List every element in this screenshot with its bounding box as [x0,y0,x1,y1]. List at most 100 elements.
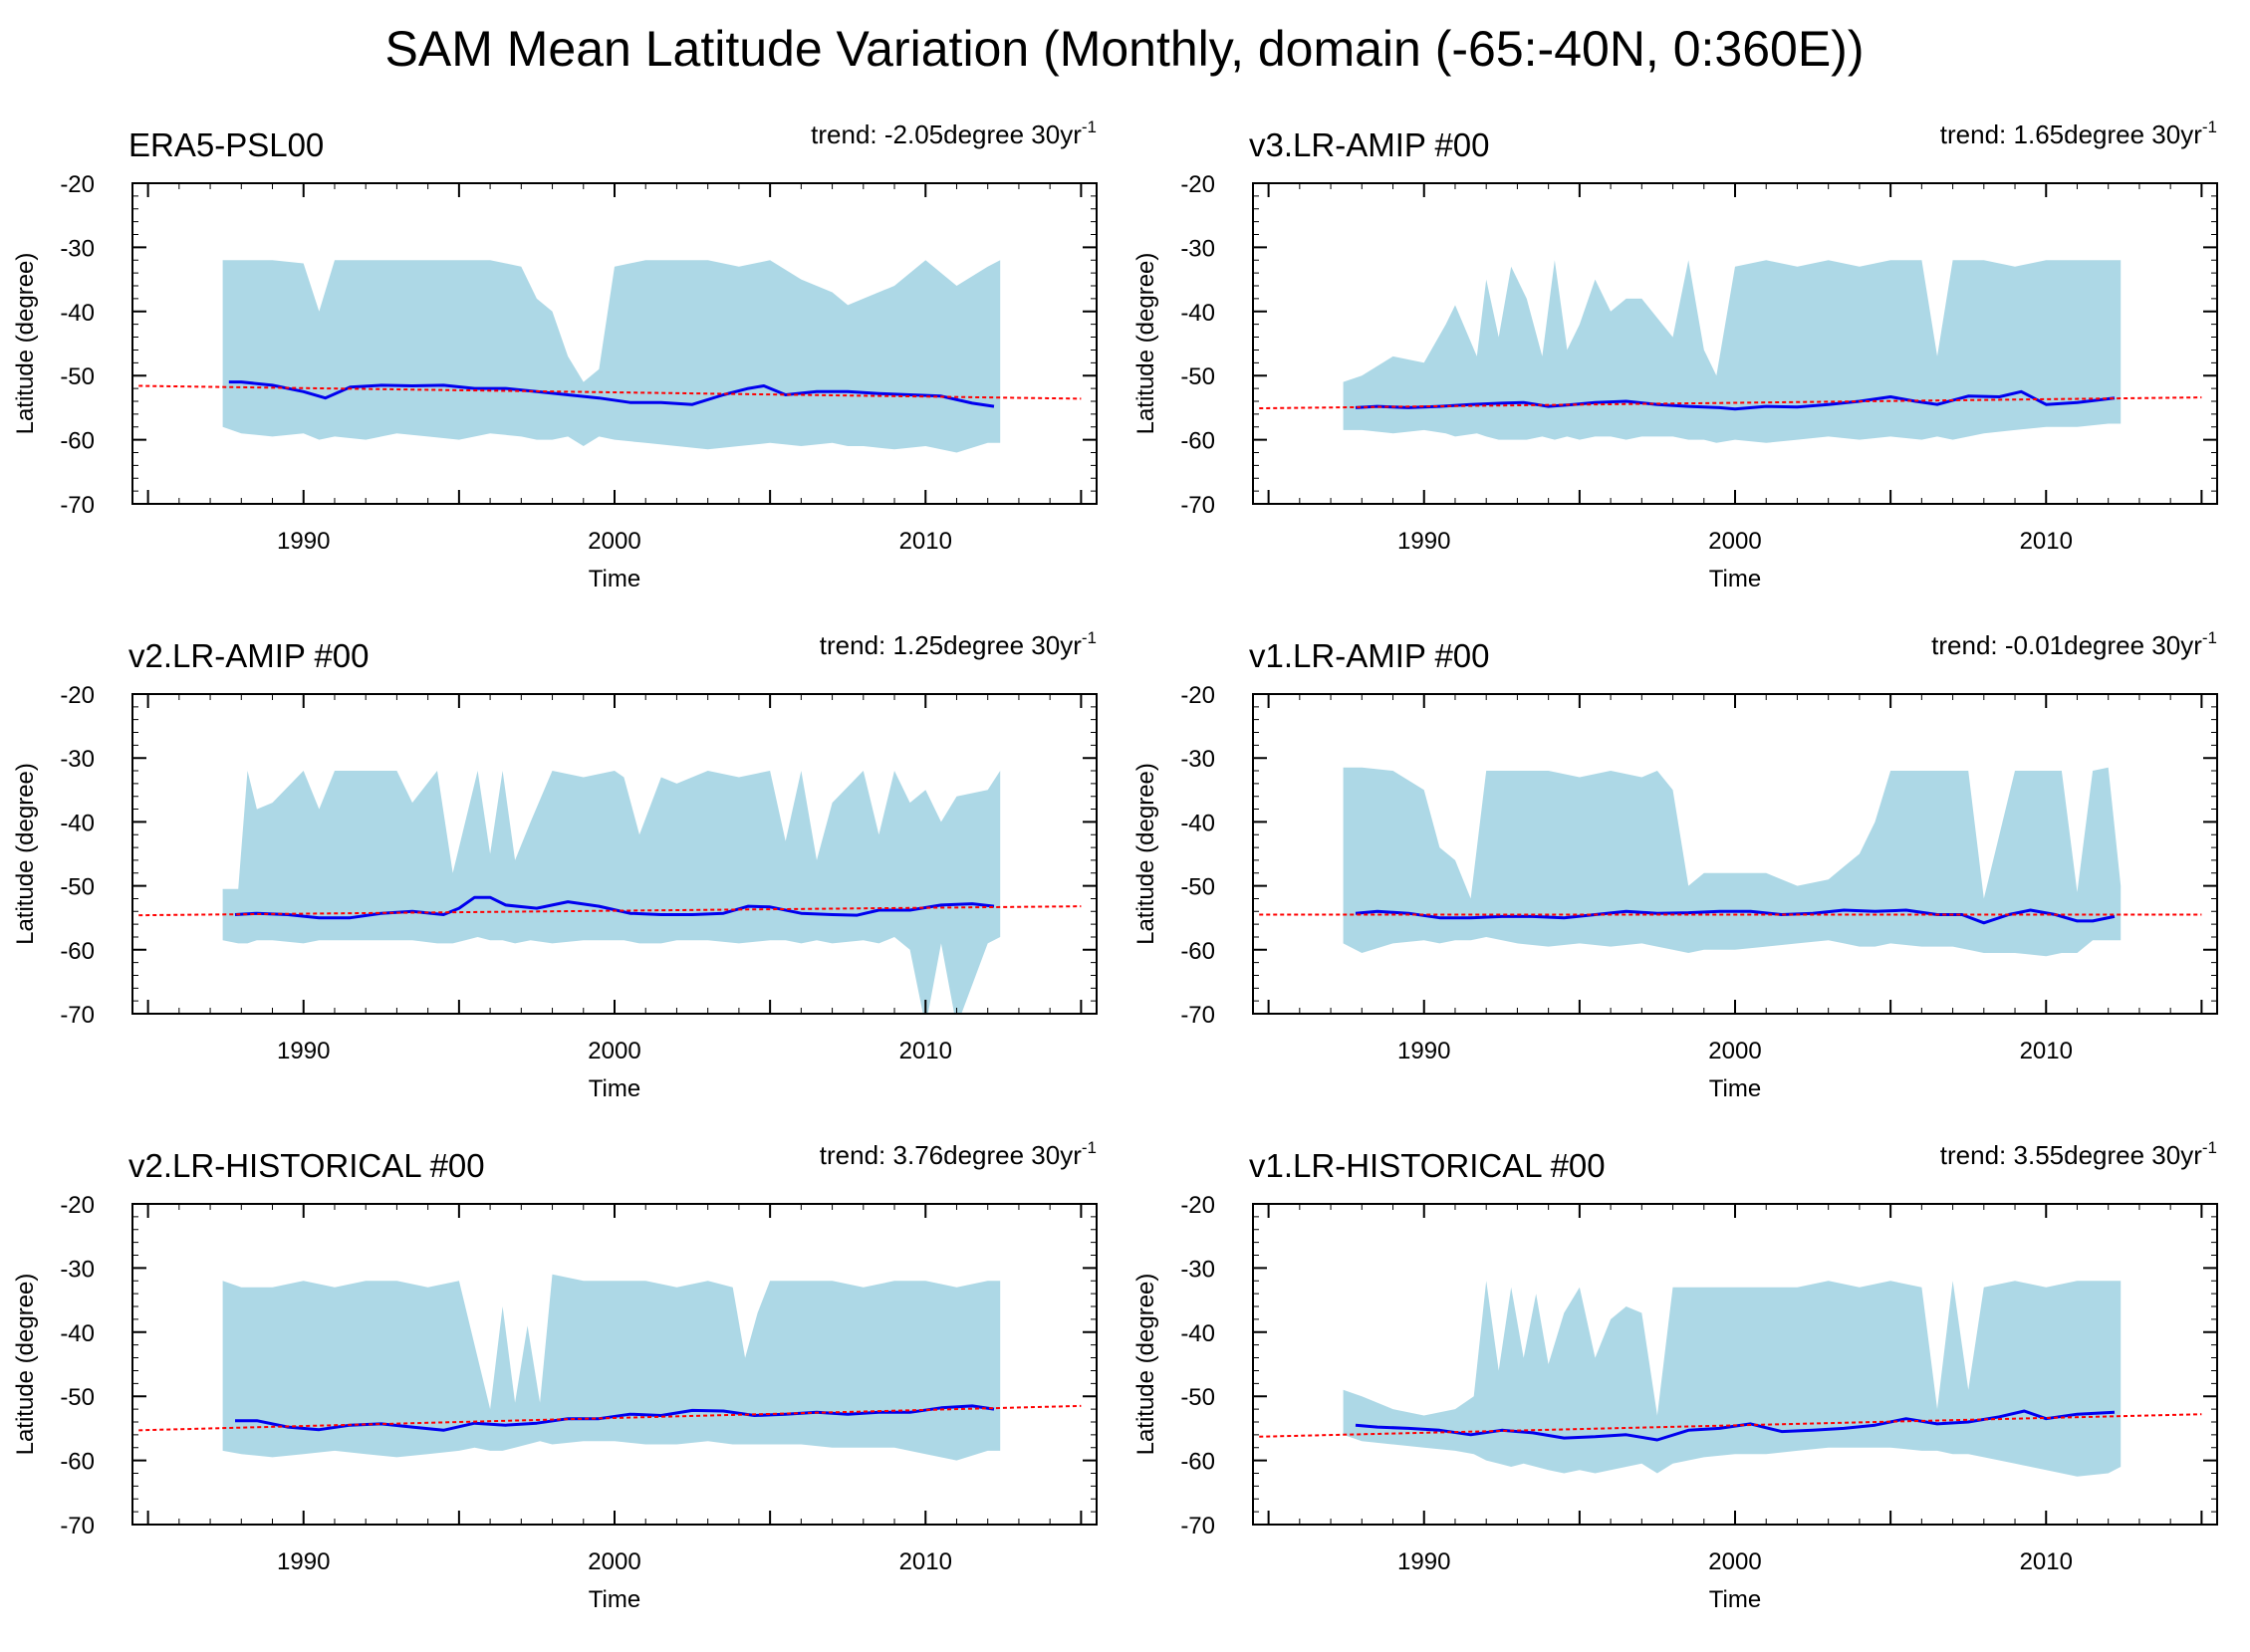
panel-title: ERA5-PSL00 [128,126,324,163]
panel-title: v2.LR-HISTORICAL #00 [128,1147,485,1184]
major-ticks [132,1203,1097,1526]
x-tick-label: 1990 [277,1038,330,1064]
y-tick-label: -70 [1180,1513,1215,1539]
y-tick-label: -30 [1180,1256,1215,1283]
y-tick-label: -40 [1180,810,1215,836]
trend-label: trend: 1.25degree 30yr-1 [820,628,1097,660]
trend-exponent: -1 [2202,1138,2217,1157]
major-ticks [1253,693,2217,1015]
y-tick-label: -30 [1180,746,1215,773]
y-tick-label: -30 [60,235,95,262]
panel-title: v1.LR-HISTORICAL #00 [1249,1147,1606,1184]
trend-line [1259,396,2202,410]
trend-exponent: -1 [2202,118,2217,136]
y-tick-label: -60 [60,1449,95,1476]
y-tick-label: -40 [60,810,95,836]
mean-line [1355,389,2116,411]
x-axis-label: Time [1709,1075,1761,1102]
y-tick-label: -30 [60,1256,95,1283]
y-axis-label: Latitude (degree) [12,763,39,945]
mean-line [234,895,995,920]
panel-6: 1990 2000 2010 -20 -30 -40 -50 -60 -70 Time Latitu… [1132,1138,2218,1613]
x-tick-label: 2000 [1708,528,1761,555]
y-tick-label: -60 [60,428,95,455]
major-ticks [132,693,1097,1015]
y-tick-label: -60 [1180,1449,1215,1476]
panel-5: 1990 2000 2010 -20 -30 -40 -50 -60 -70 Time Latitu… [12,1138,1098,1613]
x-tick-label: 2000 [588,1548,640,1575]
trend-line [138,1404,1082,1432]
trend-text: trend: 3.55degree 30yr [1940,1140,2202,1170]
panel-title: v2.LR-AMIP #00 [128,637,370,674]
x-axis-label: Time [589,1586,640,1613]
y-tick-label: -50 [1180,874,1215,901]
y-tick-label: -70 [1180,1002,1215,1029]
y-tick-label: -50 [60,1384,95,1411]
x-tick-label: 1990 [277,528,330,555]
y-axis-label: Latitude (degree) [1132,1274,1159,1456]
range-band [1343,767,2122,957]
y-tick-label: -50 [60,874,95,901]
y-tick-label: -50 [1180,363,1215,390]
range-band [222,1274,1001,1461]
y-tick-label: -40 [1180,1320,1215,1347]
trend-text: trend: -0.01degree 30yr [1931,630,2202,660]
y-tick-label: -70 [60,492,95,519]
trend-line [138,384,1082,400]
panel-title: v3.LR-AMIP #00 [1249,126,1490,163]
y-axis-label: Latitude (degree) [1132,763,1159,945]
panel-title: v1.LR-AMIP #00 [1249,637,1490,674]
x-tick-label: 2000 [1708,1038,1761,1064]
y-tick-label: -40 [1180,300,1215,327]
x-tick-label: 2010 [2020,528,2073,555]
x-axis-label: Time [1709,1586,1761,1613]
y-tick-label: -20 [1180,682,1215,709]
panel-3: 1990 2000 2010 -20 -30 -40 -50 -60 -70 Time Latitu… [12,628,1098,1102]
panel-2: 1990 2000 2010 -20 -30 -40 -50 -60 -70 Time Latitu… [1132,118,2218,592]
trend-text: trend: -2.05degree 30yr [811,119,1082,149]
trend-text: trend: 1.25degree 30yr [820,630,1082,660]
x-tick-label: 1990 [277,1548,330,1575]
range-band [1343,260,2122,443]
panel-4: 1990 2000 2010 -20 -30 -40 -50 -60 -70 Time Latitu… [1132,628,2218,1102]
y-tick-label: -20 [60,682,95,709]
figure-title: SAM Mean Latitude Variation (Monthly, do… [385,21,1865,77]
trend-line [1259,1413,2202,1438]
trend-label: trend: -0.01degree 30yr-1 [1931,628,2217,660]
trend-exponent: -1 [1082,1138,1097,1157]
trend-exponent: -1 [1082,118,1097,136]
y-tick-label: -20 [1180,1192,1215,1219]
x-tick-label: 2010 [2020,1548,2073,1575]
y-tick-label: -60 [1180,428,1215,455]
y-tick-label: -50 [60,363,95,390]
y-tick-label: -30 [60,746,95,773]
mean-line [228,380,995,408]
trend-label: trend: -2.05degree 30yr-1 [811,118,1097,149]
y-tick-label: -20 [60,171,95,198]
x-tick-label: 2010 [899,1038,952,1064]
y-tick-label: -60 [1180,938,1215,965]
x-tick-label: 2010 [2020,1038,2073,1064]
x-tick-label: 2000 [588,528,640,555]
y-tick-label: -70 [1180,492,1215,519]
trend-label: trend: 3.76degree 30yr-1 [820,1138,1097,1170]
trend-text: trend: 3.76degree 30yr [820,1140,1082,1170]
y-tick-label: -30 [1180,235,1215,262]
y-tick-label: -70 [60,1513,95,1539]
trend-exponent: -1 [2202,628,2217,647]
major-ticks [1253,1203,2217,1526]
major-ticks [1253,182,2217,505]
panels: 1990 2000 2010 -20 -30 -40 -50 -60 -70 Time Latitu… [12,118,2218,1613]
x-tick-label: 1990 [1397,1548,1450,1575]
y-tick-label: -40 [60,300,95,327]
x-tick-label: 2000 [1708,1548,1761,1575]
y-axis-label: Latitude (degree) [1132,253,1159,435]
trend-label: trend: 3.55degree 30yr-1 [1940,1138,2217,1170]
mean-line [1355,908,2116,925]
x-tick-label: 1990 [1397,528,1450,555]
y-tick-label: -20 [60,1192,95,1219]
x-tick-label: 1990 [1397,1038,1450,1064]
x-axis-label: Time [589,1075,640,1102]
x-tick-label: 2000 [588,1038,640,1064]
